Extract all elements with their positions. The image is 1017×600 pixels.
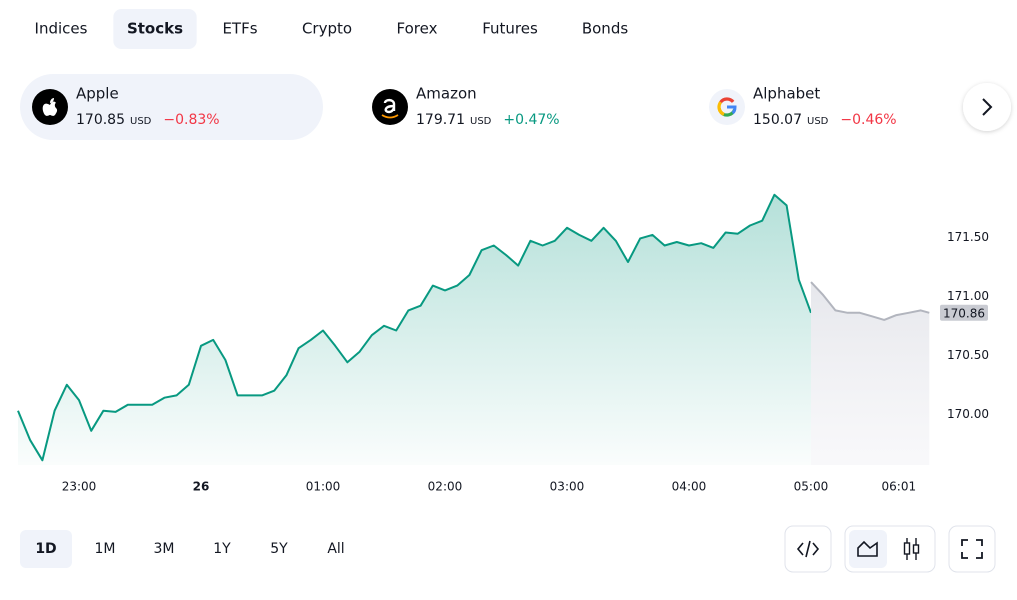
tab-label: Crypto: [302, 20, 352, 38]
series-line: [17, 193, 812, 462]
tab[interactable]: ETFs: [222, 20, 257, 38]
logo-bar: [727, 105, 737, 115]
ticker-name: Alphabet: [753, 85, 820, 103]
fullscreen-button[interactable]: [948, 525, 996, 573]
x-tick-label: 23:00: [62, 480, 97, 494]
tab[interactable]: Forex: [397, 20, 438, 38]
ticker-currency: USD: [807, 116, 829, 127]
ticker-name: Amazon: [416, 85, 477, 103]
price-chart: 170.00 170.50 171.00 171.50 23:00 26 01:00 02:0…: [17, 193, 989, 494]
x-tick-label: 01:00: [306, 480, 341, 494]
range-highlight: [20, 530, 72, 568]
range-label: 1M: [95, 541, 116, 557]
x-tick-label: 05:00: [794, 480, 829, 494]
tab[interactable]: Stocks: [113, 9, 197, 49]
series-line: [810, 281, 930, 321]
x-tick-label: 04:00: [672, 480, 707, 494]
tab-bar: Indices Stocks ETFs Crypto Forex Futures Bonds: [35, 9, 628, 49]
tab[interactable]: Futures: [482, 20, 538, 38]
ticker-currency: USD: [130, 116, 152, 127]
market-closed-icon: [826, 89, 832, 100]
last-price-label: 170.86: [943, 306, 985, 320]
tab-label: ETFs: [222, 20, 257, 38]
x-tick-label: 02:00: [428, 480, 463, 494]
tab-label: Futures: [482, 20, 538, 38]
range-label: 1Y: [213, 541, 231, 557]
x-tick-label: 06:01: [882, 480, 917, 494]
ticker-cards: Apple 170.85 USD −0.83% Amazon 179.71 USD +0.47…: [20, 74, 897, 140]
area-style-button[interactable]: [849, 530, 887, 568]
ticker-name: Apple: [76, 85, 119, 103]
range-button[interactable]: 1Y: [213, 541, 231, 557]
market-closed-icon: [482, 89, 488, 100]
tab[interactable]: Indices: [35, 20, 88, 38]
range-button[interactable]: 5Y: [270, 541, 288, 557]
range-button[interactable]: 1D: [20, 530, 72, 568]
x-tick-label: 26: [193, 480, 210, 494]
ticker-currency: USD: [470, 116, 492, 127]
tab[interactable]: Bonds: [582, 20, 628, 38]
last-price-box: [940, 304, 988, 321]
embed-button[interactable]: [784, 525, 832, 573]
ticker-card[interactable]: Apple 170.85 USD −0.83%: [20, 74, 323, 140]
x-tick-label: 03:00: [550, 480, 585, 494]
ticker-card[interactable]: Amazon 179.71 USD +0.47%: [372, 85, 560, 129]
y-tick-label: 170.00: [947, 407, 989, 421]
range-label: 1D: [35, 541, 56, 557]
y-tick-label: 170.50: [947, 348, 989, 362]
logo-arc: [717, 107, 725, 116]
card-background: [20, 74, 323, 140]
tab-label: Stocks: [127, 20, 183, 38]
series-area: [18, 194, 811, 466]
tab-label: Forex: [397, 20, 438, 38]
logo-glyph: [42, 98, 58, 116]
range-bar: 1D 1M 3M 1Y 5Y All: [20, 530, 345, 568]
logo-arc: [719, 97, 735, 104]
range-button[interactable]: 1M: [95, 541, 116, 557]
logo-smile: [381, 114, 399, 119]
range-label: 5Y: [270, 541, 288, 557]
logo-glyph: [383, 98, 396, 114]
range-label: All: [327, 541, 344, 557]
next-button[interactable]: [963, 83, 1011, 131]
y-tick-label: 171.50: [947, 230, 989, 244]
candle-style-button[interactable]: [903, 538, 920, 560]
ticker-change: −0.83%: [163, 112, 219, 128]
series-area: [810, 282, 930, 465]
ticker-price: 179.71: [416, 112, 465, 128]
tab-label: Bonds: [582, 20, 628, 38]
ticker-change: −0.46%: [840, 112, 896, 128]
tab[interactable]: Crypto: [302, 20, 352, 38]
chart-style-group: [844, 525, 936, 573]
y-tick-label: 171.00: [947, 289, 989, 303]
ticker-change: +0.47%: [503, 112, 559, 128]
tab-highlight: [113, 9, 197, 49]
range-label: 3M: [154, 541, 175, 557]
ticker-price: 150.07: [753, 112, 802, 128]
range-button[interactable]: 3M: [154, 541, 175, 557]
range-button[interactable]: All: [327, 541, 344, 557]
tab-label: Indices: [35, 20, 88, 38]
ticker-price: 170.85: [76, 112, 125, 128]
ticker-card[interactable]: Alphabet 150.07 USD −0.46%: [709, 85, 897, 129]
